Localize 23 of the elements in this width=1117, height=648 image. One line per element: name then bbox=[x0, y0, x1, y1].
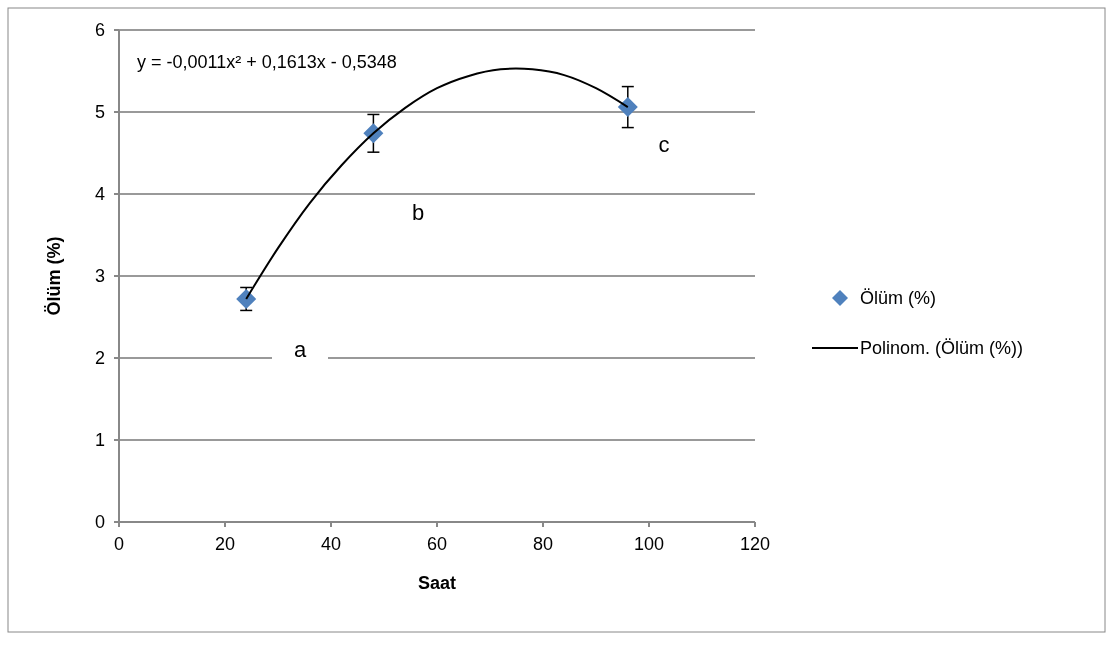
annotation: b bbox=[411, 200, 425, 225]
y-axis-title: Ölüm (%) bbox=[44, 236, 64, 316]
x-tick-label: 0 bbox=[113, 534, 125, 554]
annotation: c bbox=[658, 132, 670, 157]
x-tick-label: 80 bbox=[532, 534, 554, 554]
x-tick-label: 100 bbox=[633, 534, 665, 554]
y-tick-label: 4 bbox=[94, 184, 105, 204]
y-tick-label: 2 bbox=[94, 348, 105, 368]
y-tick-label: 3 bbox=[94, 266, 105, 286]
x-tick-label: 20 bbox=[214, 534, 236, 554]
annotation: a bbox=[293, 337, 307, 362]
annotation: y = -0,0011x² + 0,1613x - 0,5348 bbox=[137, 52, 397, 72]
legend-label: Ölüm (%) bbox=[860, 288, 936, 308]
x-tick-label: 120 bbox=[739, 534, 771, 554]
legend-label: Polinom. (Ölüm (%)) bbox=[860, 338, 1024, 358]
x-axis-title: Saat bbox=[417, 573, 457, 593]
y-tick-label: 5 bbox=[94, 102, 105, 122]
x-tick-label: 40 bbox=[320, 534, 342, 554]
y-tick-label: 6 bbox=[94, 20, 105, 40]
y-tick-label: 1 bbox=[94, 430, 105, 450]
point bbox=[617, 97, 638, 118]
x-tick-label: 60 bbox=[426, 534, 448, 554]
y-tick-label: 0 bbox=[94, 512, 105, 532]
